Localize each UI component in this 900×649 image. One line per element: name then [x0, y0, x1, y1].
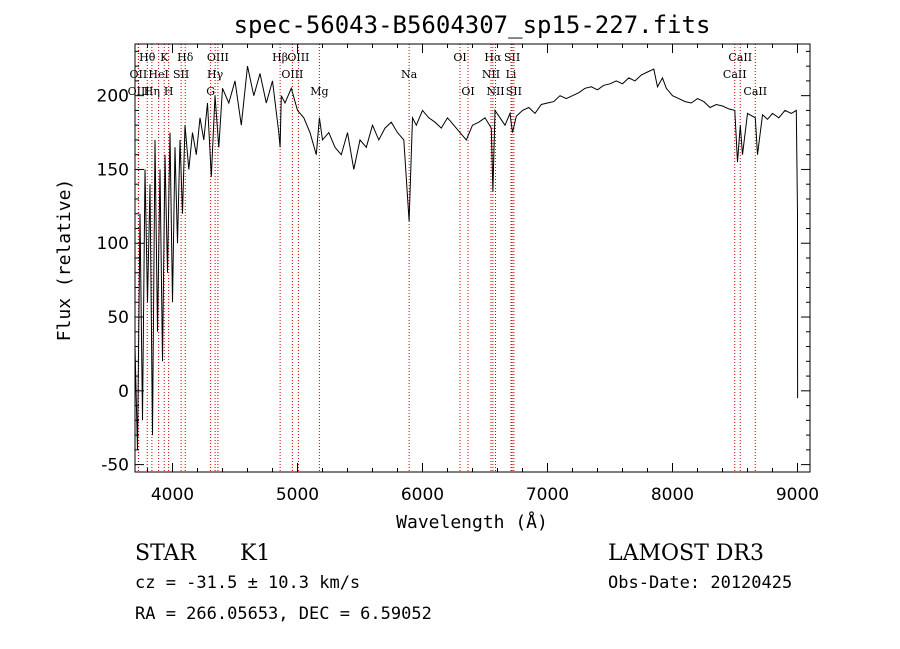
y-tick-label: 100: [97, 234, 129, 254]
line-marker-label: CaII: [728, 51, 752, 64]
y-tick-label: 50: [107, 308, 129, 328]
line-marker-label: H: [164, 85, 174, 98]
x-tick-label: 8000: [651, 485, 694, 505]
line-marker-label: G: [206, 85, 215, 98]
line-marker-label: OIII: [281, 68, 303, 81]
y-axis-label: Flux (relative): [54, 179, 75, 342]
y-tick-label: 150: [97, 160, 129, 180]
subclass-label: K1: [240, 541, 270, 566]
survey-label: LAMOST DR3: [608, 541, 764, 566]
line-marker-label: Mg: [310, 85, 328, 98]
class-label: STAR: [135, 541, 197, 566]
line-marker-label: Hη: [144, 85, 160, 98]
x-tick-label: 7000: [526, 485, 569, 505]
x-axis: 4000 5000 6000 7000 8000 9000: [147, 44, 819, 505]
spectrum-series-line: [134, 65, 799, 450]
y-tick-label: 0: [118, 382, 129, 402]
line-marker-label: CaII: [743, 85, 767, 98]
line-marker-label: Hγ: [207, 68, 224, 81]
x-tick-label: 4000: [151, 485, 194, 505]
obs-date-text: Obs-Date: 20120425: [608, 573, 792, 593]
line-marker-label: SII: [506, 85, 522, 98]
chart-title: spec-56043-B5604307_sp15-227.fits: [234, 11, 711, 39]
line-marker-label: OIII: [128, 85, 150, 98]
line-marker-label: Hα: [484, 51, 502, 64]
x-tick-label: 9000: [776, 485, 819, 505]
cz-text: cz = -31.5 ± 10.3 km/s: [135, 573, 360, 593]
line-marker-label: Hδ: [177, 51, 194, 64]
x-axis-label: Wavelength (Å): [396, 511, 548, 533]
line-marker-label: SII: [173, 68, 189, 81]
line-marker-label: OIII: [287, 51, 309, 64]
line-marker-label: Hβ: [272, 51, 288, 64]
line-marker-label: Li: [506, 68, 517, 81]
line-marker-label: OI: [453, 51, 466, 64]
line-marker-label: OIII: [207, 51, 229, 64]
line-marker-label: NII: [486, 85, 504, 98]
coords-text: RA = 266.05653, DEC = 6.59052: [135, 604, 432, 624]
x-tick-label: 6000: [401, 485, 444, 505]
line-marker-label: NII: [482, 68, 500, 81]
line-marker-label: HeI: [148, 68, 168, 81]
line-marker-label: SII: [504, 51, 520, 64]
line-marker-label: CaII: [723, 68, 747, 81]
y-tick-label: 200: [97, 87, 129, 107]
y-axis: -50 0 50 100 150 200: [97, 50, 810, 476]
line-marker-label: Hθ: [139, 51, 156, 64]
line-marker-label: OI: [461, 85, 474, 98]
x-tick-label: 5000: [276, 485, 319, 505]
plot-frame: [134, 43, 811, 473]
line-marker-label: Na: [401, 68, 418, 81]
y-tick-label: -50: [101, 456, 129, 476]
line-marker-label: K: [160, 51, 169, 64]
